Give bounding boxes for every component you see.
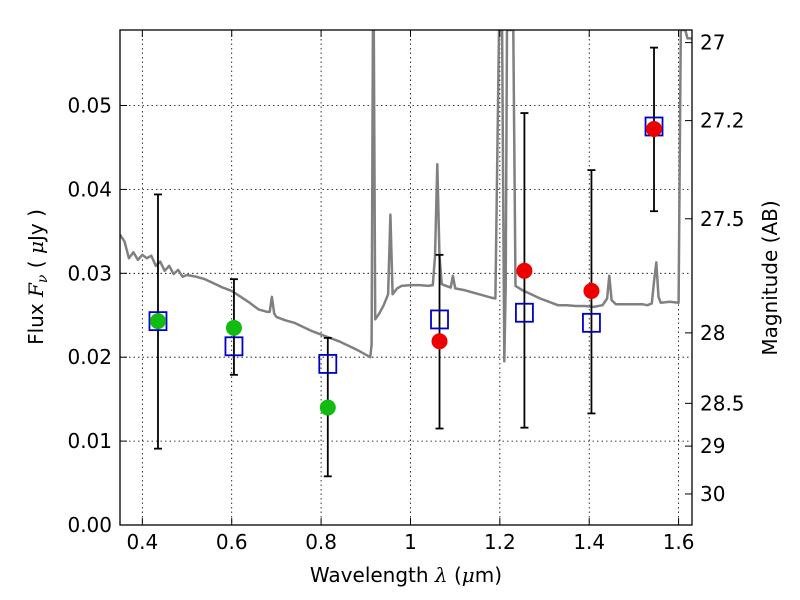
magnitude-tick-label: 27 bbox=[700, 31, 725, 55]
model-spectrum-line bbox=[120, 30, 692, 363]
data-point-square bbox=[430, 309, 449, 330]
x-tick-label: 0.8 bbox=[305, 530, 337, 554]
magnitude-tick-label: 27.2 bbox=[700, 109, 745, 133]
data-point-circle bbox=[225, 319, 242, 336]
data-point-square bbox=[224, 336, 244, 357]
magnitude-tick-label: 28 bbox=[700, 321, 725, 345]
error-bars bbox=[153, 46, 659, 478]
data-point-square bbox=[318, 354, 338, 374]
data-point-circle bbox=[583, 282, 600, 299]
y-tick-label: 0.03 bbox=[67, 261, 112, 285]
y-tick-label: 0.05 bbox=[67, 94, 112, 118]
data-point-circle bbox=[516, 262, 533, 279]
data-point-circle bbox=[149, 313, 166, 330]
y-axis-label: Flux Fν ( μJy ) bbox=[24, 209, 51, 345]
magnitude-tick-label: 29 bbox=[700, 434, 725, 458]
y-tick-label: 0.00 bbox=[67, 513, 112, 537]
x-tick-label: 0.6 bbox=[216, 530, 248, 554]
y-axis-ticks: 0.00 0.01 0.02 0.03 0.04 0.05 bbox=[67, 94, 127, 537]
magnitude-axis-ticks: 27 27.2 27.5 28 28.5 29 30 bbox=[685, 31, 745, 506]
data-point-square bbox=[515, 302, 534, 323]
magnitude-tick-label: 28.5 bbox=[700, 391, 745, 415]
data-point-circle bbox=[431, 333, 448, 350]
y-tick-label: 0.02 bbox=[67, 345, 112, 369]
x-tick-label: 1 bbox=[404, 530, 417, 554]
magnitude-axis-label: Magnitude (AB) bbox=[758, 200, 782, 355]
magnitude-tick-label: 27.5 bbox=[700, 207, 745, 231]
x-tick-label: 0.4 bbox=[126, 530, 158, 554]
data-points bbox=[148, 116, 664, 416]
plot-frame bbox=[119, 29, 693, 526]
grid bbox=[120, 30, 692, 526]
data-point-circle bbox=[319, 399, 336, 416]
x-axis-ticks: 0.4 0.6 0.8 1 1.2 1.4 1.6 bbox=[126, 30, 695, 554]
x-axis-label: Wavelength λ (μm) bbox=[310, 563, 502, 587]
y-tick-label: 0.04 bbox=[67, 177, 112, 201]
magnitude-tick-label: 30 bbox=[700, 482, 725, 506]
data-point-square bbox=[148, 311, 168, 332]
y-tick-label: 0.01 bbox=[67, 429, 112, 453]
model-spectrum bbox=[120, 30, 692, 363]
x-tick-label: 1.6 bbox=[663, 530, 695, 554]
x-tick-label: 1.2 bbox=[484, 530, 516, 554]
data-point-square bbox=[582, 312, 601, 333]
x-tick-label: 1.4 bbox=[573, 530, 605, 554]
data-point-circle bbox=[646, 121, 663, 137]
